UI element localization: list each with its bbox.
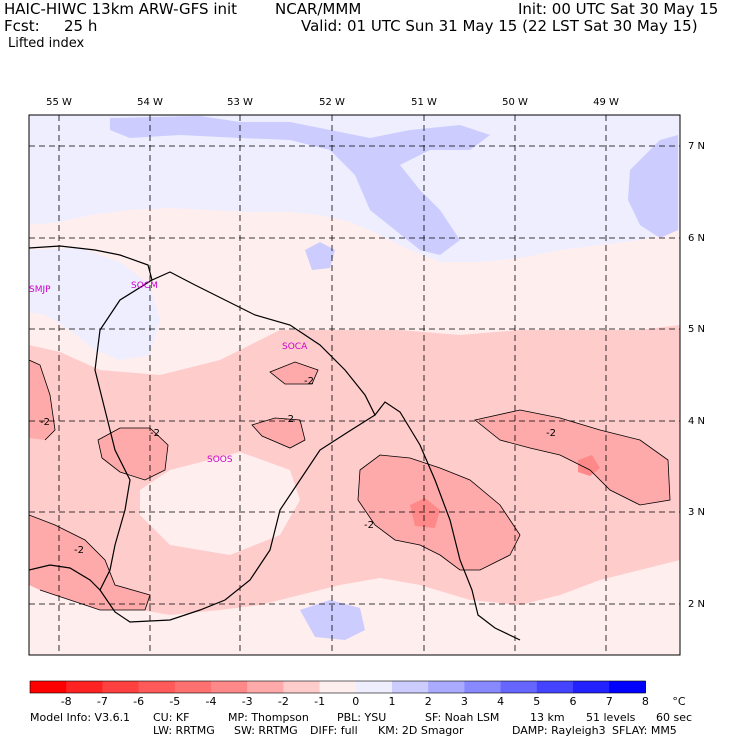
footer-item: SF: Noah LSM: [425, 711, 499, 724]
colorbar-swatch: [175, 681, 212, 693]
colorbar-tick-label: -3: [242, 695, 253, 708]
station-label: SMJP: [29, 285, 51, 295]
footer-item: SFLAY: MM5: [612, 724, 677, 737]
colorbar-tick-label: 7: [606, 695, 613, 708]
footer-item: KM: 2D Smagor: [378, 724, 464, 737]
station-label: SOCM: [131, 281, 158, 291]
colorbar-swatch: [247, 681, 284, 693]
contour-label: -2: [284, 414, 294, 425]
colorbar-swatch: [356, 681, 393, 693]
colorbar-tick-label: -5: [169, 695, 180, 708]
contour-label: -2: [364, 520, 374, 531]
colorbar-tick-label: -7: [97, 695, 108, 708]
colorbar-tick-label: 6: [570, 695, 577, 708]
colorbar-swatch: [283, 681, 320, 693]
colorbar-swatch: [139, 681, 176, 693]
footer-item: 60 sec: [656, 711, 692, 724]
colorbar-tick-label: 8: [642, 695, 649, 708]
colorbar-tick-label: 4: [497, 695, 504, 708]
footer-item: Model Info: V3.6.1: [30, 711, 130, 724]
footer-item: PBL: YSU: [337, 711, 386, 724]
colorbar-swatch: [30, 681, 67, 693]
colorbar-tick-label: 3: [461, 695, 468, 708]
colorbar-tick-label: -8: [61, 695, 72, 708]
footer-item: SW: RRTMG: [234, 724, 298, 737]
colorbar-tick-label: -1: [314, 695, 325, 708]
footer-item: DIFF: full: [310, 724, 358, 737]
colorbar-swatch: [537, 681, 574, 693]
colorbar-tick-label: 1: [389, 695, 396, 708]
colorbar: [30, 681, 646, 693]
footer-item: MP: Thompson: [228, 711, 309, 724]
colorbar-swatch: [320, 681, 357, 693]
colorbar-swatch: [428, 681, 465, 693]
colorbar-tick-label: -6: [133, 695, 144, 708]
colorbar-tick-label: -4: [206, 695, 217, 708]
colorbar-swatch: [392, 681, 429, 693]
contour-label: -2: [74, 545, 84, 556]
footer-item: 51 levels: [586, 711, 635, 724]
contour-label: -2: [304, 376, 314, 387]
colorbar-unit: °C: [672, 695, 685, 708]
colorbar-tick-label: 2: [425, 695, 432, 708]
map-panel: -2 -2 -2 -2 -2 -2 -2 SMJP SOCM SOCA SOOS: [0, 0, 740, 740]
colorbar-tick-label: 0: [352, 695, 359, 708]
colorbar-swatch: [211, 681, 248, 693]
colorbar-tick-label: -2: [278, 695, 289, 708]
contour-label: -2: [546, 428, 556, 439]
station-label: SOCA: [282, 342, 308, 352]
colorbar-swatch: [464, 681, 501, 693]
footer-item: CU: KF: [153, 711, 189, 724]
footer-item: 13 km: [530, 711, 565, 724]
contour-label: -2: [150, 428, 160, 439]
colorbar-swatch: [102, 681, 139, 693]
colorbar-swatch: [501, 681, 538, 693]
contour-label: -2: [40, 417, 50, 428]
station-label: SOOS: [207, 455, 233, 465]
colorbar-swatch: [66, 681, 103, 693]
footer-item: LW: RRTMG: [153, 724, 215, 737]
colorbar-swatch: [609, 681, 646, 693]
footer-item: DAMP: Rayleigh3: [512, 724, 606, 737]
colorbar-tick-label: 5: [533, 695, 540, 708]
colorbar-swatch: [573, 681, 610, 693]
